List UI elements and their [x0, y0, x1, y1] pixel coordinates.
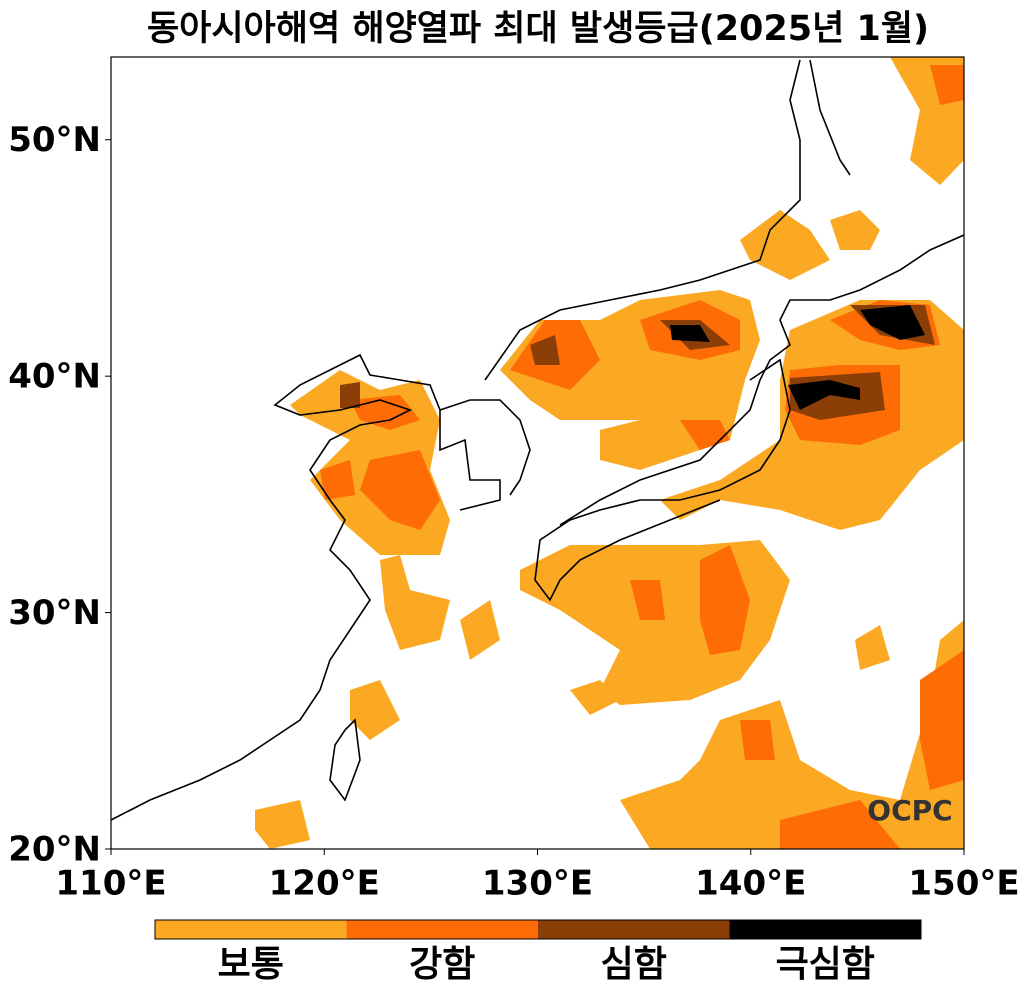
x-tick-label: 110°E — [55, 864, 166, 904]
colorbar: 보통 강함 심함 극심함 — [154, 919, 922, 985]
area — [630, 580, 665, 620]
x-tick-label: 140°E — [695, 864, 806, 904]
area — [830, 210, 880, 250]
y-tick-label: 30°N — [8, 593, 101, 633]
map-title: 동아시아해역 해양열파 최대 발생등급(2025년 1월) — [147, 9, 929, 49]
area — [670, 325, 710, 342]
colorbar-frame — [154, 919, 922, 940]
area — [350, 680, 400, 740]
area — [620, 620, 964, 849]
coastline — [809, 59, 851, 176]
y-tick-label: 40°N — [8, 357, 101, 397]
colorbar-label: 극심함 — [776, 944, 875, 985]
area — [380, 555, 450, 650]
area — [930, 65, 964, 105]
area — [320, 460, 355, 500]
area — [360, 450, 440, 530]
x-tick-label: 130°E — [482, 864, 593, 904]
x-tick-label: 120°E — [269, 864, 380, 904]
area — [340, 382, 360, 408]
heatwave-areas — [255, 57, 964, 849]
axes: 110°E 120°E 130°E 140°E 150°E 20°N 30°N 40°N 50°… — [8, 120, 1019, 903]
area — [460, 600, 500, 660]
moderate-areas — [255, 57, 964, 849]
area — [255, 800, 310, 849]
area — [780, 800, 900, 849]
y-tick-label: 20°N — [8, 830, 101, 870]
coastline — [439, 399, 531, 496]
area — [520, 540, 790, 705]
area — [700, 545, 750, 655]
area — [530, 335, 560, 365]
area — [788, 380, 860, 410]
colorbar-swatch — [155, 920, 347, 939]
area — [740, 210, 830, 280]
colorbar-swatch — [538, 920, 730, 939]
colorbar-label: 강함 — [409, 944, 475, 985]
extreme-areas — [670, 305, 925, 410]
area — [920, 650, 964, 790]
x-tick-label: 150°E — [908, 864, 1019, 904]
coastline — [110, 353, 501, 821]
coastlines — [110, 59, 965, 821]
area — [860, 305, 925, 340]
colorbar-label: 보통 — [218, 944, 284, 985]
watermark: OCPC — [867, 794, 952, 827]
area — [570, 680, 620, 715]
colorbar-swatch — [729, 920, 921, 939]
area — [740, 720, 775, 760]
coastline — [559, 234, 965, 526]
colorbar-swatch — [346, 920, 538, 939]
colorbar-label: 심함 — [601, 944, 667, 985]
coastline — [484, 59, 801, 381]
coastline — [329, 718, 361, 802]
y-tick-label: 50°N — [8, 120, 101, 160]
area — [855, 625, 890, 670]
coastline — [534, 358, 791, 602]
